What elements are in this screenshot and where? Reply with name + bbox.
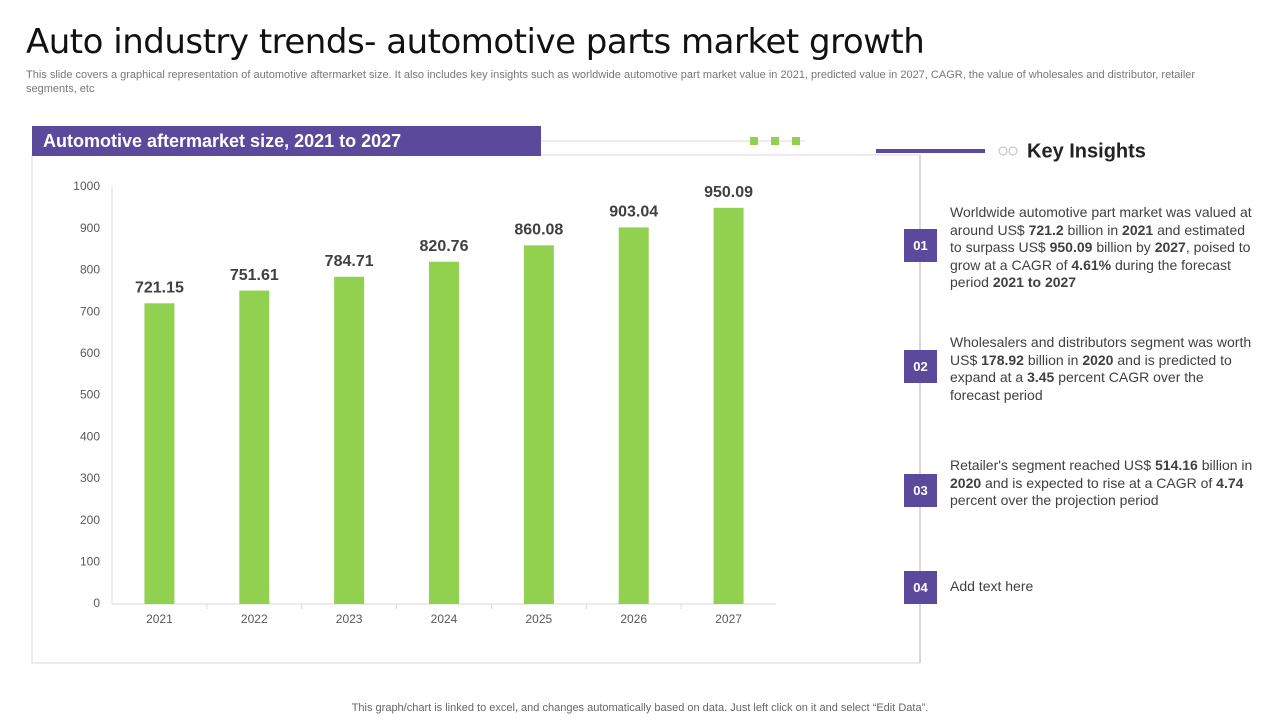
insight-run: Add text here <box>950 578 1034 594</box>
insight-run: Worldwide automotive part market was val… <box>950 204 1252 238</box>
y-tick-label: 400 <box>80 429 100 443</box>
bar <box>144 303 175 604</box>
deco-dot <box>998 146 1008 156</box>
insight-run: billion by <box>1092 239 1155 255</box>
insight-run: percent over the projection period <box>950 492 1159 508</box>
insight-number: 01 <box>904 229 937 262</box>
x-tick-label: 2026 <box>620 612 647 626</box>
deco-square <box>792 137 800 145</box>
y-tick-label: 500 <box>80 388 100 402</box>
insight-run: 178.92 <box>981 351 1024 368</box>
x-tick-label: 2027 <box>715 612 742 626</box>
y-tick-label: 600 <box>80 346 100 360</box>
x-tick-label: 2022 <box>241 612 268 626</box>
deco-square <box>750 137 758 145</box>
insight-run: Wholesalers and distributors segment was… <box>950 334 1252 368</box>
bar <box>429 261 459 604</box>
bar <box>618 227 649 605</box>
insight-run: billion in <box>1197 457 1253 473</box>
x-tick-label: 2025 <box>526 612 553 626</box>
insight-run: 2020 <box>1082 351 1114 368</box>
chart-header <box>32 126 541 156</box>
insight-run: 2021 to 2027 <box>992 274 1077 290</box>
data-label: 784.71 <box>325 253 374 270</box>
insight-run: 2027 <box>1154 239 1186 255</box>
insight-run: 4.74 <box>1216 474 1244 491</box>
insight-run: 3.45 <box>1027 369 1055 385</box>
insight-number: 02 <box>904 350 937 383</box>
insight-run: during the forecast period <box>950 256 1231 291</box>
insight-run: percent CAGR over the forecast period <box>950 369 1204 403</box>
insight-run: and is expected to rise at a CAGR of <box>981 474 1217 491</box>
y-tick-label: 1000 <box>73 179 100 193</box>
insight-run: 950.09 <box>1049 239 1093 255</box>
data-label: 950.09 <box>704 184 753 201</box>
insight-run: and is predicted to expand at a <box>950 351 1232 386</box>
insight-text: Wholesalers and distributors segment was… <box>950 334 1255 404</box>
insight-run: 721.2 <box>1028 221 1064 238</box>
deco-dot <box>1008 146 1018 156</box>
insight-text: Retailer's segment reached US$ 514.16 bi… <box>950 457 1255 510</box>
insight-run: , poised to grow at a CAGR of <box>950 239 1251 273</box>
insight-run: 4.61% <box>1071 256 1112 273</box>
bar <box>239 290 270 604</box>
data-label: 721.15 <box>135 279 184 296</box>
x-tick-label: 2021 <box>146 612 173 626</box>
insight-run: billion in <box>1023 351 1083 368</box>
insight-run: billion in <box>1063 221 1123 238</box>
insight-run: Retailer's segment reached US$ <box>950 457 1155 473</box>
insight-number: 03 <box>904 474 937 507</box>
y-tick-label: 200 <box>80 513 100 527</box>
insight-text: Worldwide automotive part market was val… <box>950 204 1255 292</box>
y-tick-label: 300 <box>80 471 100 485</box>
insights-title: Key Insights <box>1027 140 1146 162</box>
chart-title: Automotive aftermarket size, 2021 to 202… <box>43 131 401 151</box>
y-tick-label: 100 <box>80 554 100 568</box>
y-tick-label: 0 <box>93 596 100 610</box>
x-tick-label: 2023 <box>336 612 363 626</box>
y-tick-label: 800 <box>80 263 100 277</box>
footer-note: This graph/chart is linked to excel, and… <box>351 702 929 714</box>
insight-number: 04 <box>904 571 937 604</box>
data-label: 903.04 <box>609 204 658 221</box>
insight-run: 514.16 <box>1155 457 1198 473</box>
insight-text: Add text here <box>950 578 1255 596</box>
insight-run: 2020 <box>950 474 982 491</box>
y-tick-label: 900 <box>80 221 100 235</box>
bar <box>523 245 554 605</box>
data-label: 820.76 <box>420 238 469 255</box>
bar <box>334 276 365 604</box>
data-label: 751.61 <box>230 267 279 284</box>
bar <box>713 207 744 604</box>
data-label: 860.08 <box>514 222 563 239</box>
slide-title: Auto industry trends- automotive parts m… <box>26 22 925 62</box>
insight-run: and estimated to surpass US$ <box>950 221 1246 256</box>
x-tick-label: 2024 <box>431 612 458 626</box>
insight-run: 2021 <box>1122 221 1154 238</box>
y-tick-label: 700 <box>80 304 100 318</box>
deco-square <box>771 137 779 145</box>
slide-subtitle: This slide covers a graphical representa… <box>26 69 1196 95</box>
